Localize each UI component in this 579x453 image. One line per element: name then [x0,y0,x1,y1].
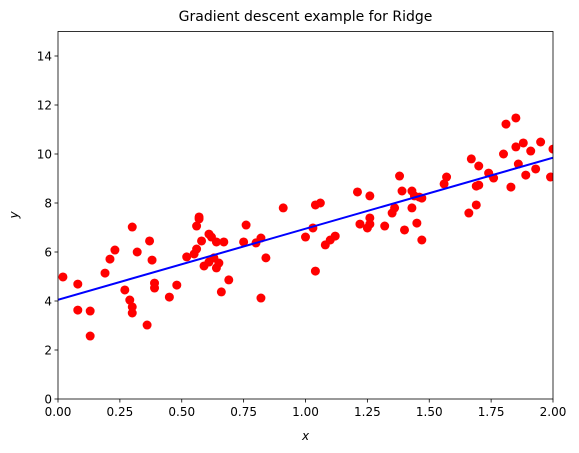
data-point [407,203,417,213]
fit-line [58,156,553,301]
data-point [216,287,226,297]
data-point [518,138,528,148]
data-point [506,182,516,192]
data-point [73,279,83,289]
data-point [192,221,202,231]
data-point [521,170,531,180]
data-point [194,212,204,222]
data-point [330,231,340,241]
data-point [110,245,120,255]
data-point [355,219,365,229]
y-tick-label: 14 [37,50,52,64]
y-tick-label: 6 [44,246,52,260]
data-point [301,232,310,242]
data-point [142,320,152,330]
data-point [58,272,68,282]
chart-title: Gradient descent example for Ridge [179,9,433,25]
plot-area [58,113,553,341]
x-tick-label: 1.25 [354,405,381,419]
data-point [442,172,452,182]
data-point [120,285,130,295]
data-point [536,137,546,147]
data-point [145,236,155,246]
data-point [380,221,390,231]
data-point [466,154,476,164]
data-point [214,258,224,268]
data-point [172,280,182,290]
data-point [412,218,422,228]
data-point [73,305,83,315]
data-point [241,220,251,230]
x-tick-label: 1.00 [292,405,319,419]
y-tick-label: 10 [37,148,52,162]
x-tick-label: 2.00 [540,405,567,419]
y-tick-label: 12 [37,99,52,113]
data-point [352,187,362,197]
x-tick-label: 1.75 [478,405,505,419]
data-point [417,235,427,245]
y-tick-label: 0 [44,393,52,407]
y-tick-label: 2 [44,344,52,358]
data-point [395,171,405,181]
data-point [224,275,234,285]
y-tick-label: 4 [44,295,52,309]
y-axis-label: y [7,211,21,220]
data-point [261,253,271,263]
data-point [365,219,375,229]
y-tick-label: 8 [44,197,52,211]
x-tick-label: 0.50 [168,405,195,419]
data-point [511,142,521,152]
data-point [546,172,553,182]
data-point [511,113,521,123]
data-point [105,254,115,264]
data-point [132,247,142,257]
data-point [164,292,174,302]
data-point [150,283,160,293]
data-point [219,237,229,247]
x-axis-label: x [301,429,310,443]
data-point [397,186,407,196]
data-point [197,236,207,246]
x-tick-label: 0.25 [107,405,134,419]
data-point [501,119,511,129]
data-point [474,161,484,171]
data-point [239,237,249,247]
data-point [531,164,541,174]
data-point [127,222,137,232]
data-point [400,225,409,235]
data-point [182,252,192,262]
x-tick-label: 0.00 [45,405,72,419]
data-point [127,308,137,318]
data-point [548,144,553,154]
data-point [526,146,536,156]
data-point [211,237,221,247]
data-point [464,208,474,218]
data-point [365,191,375,201]
data-point [100,268,110,278]
data-point [256,293,266,303]
data-point [499,149,508,159]
x-tick-label: 0.75 [230,405,257,419]
axes-frame [57,31,554,400]
data-point [315,198,325,208]
data-point [278,203,288,213]
data-point [474,180,484,190]
data-point [390,203,400,213]
data-point [439,179,449,189]
x-tick-label: 1.50 [416,405,443,419]
data-point [471,200,481,210]
data-point [85,306,95,316]
data-point [85,331,95,341]
data-point [310,266,320,276]
data-point [147,255,157,265]
data-point [192,244,202,254]
data-point [125,295,135,305]
